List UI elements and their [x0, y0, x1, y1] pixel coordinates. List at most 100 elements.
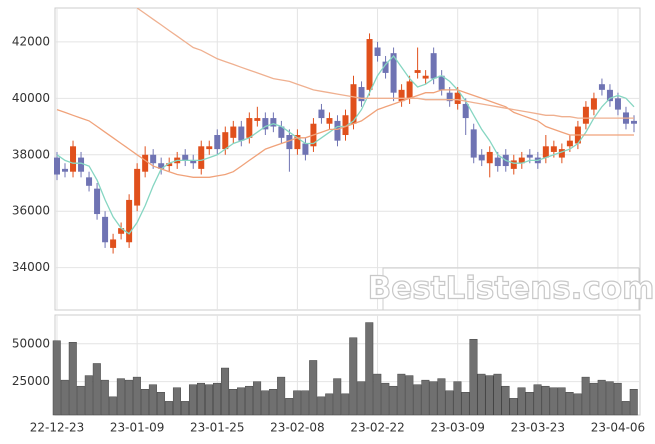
- candle-body: [390, 53, 397, 93]
- candle-body: [78, 157, 85, 172]
- candle-body: [382, 61, 389, 73]
- candle-body: [302, 143, 309, 155]
- candle-body: [350, 84, 357, 124]
- candle-body: [62, 168, 69, 172]
- candle-body: [286, 135, 293, 150]
- moving-average-line: [136, 8, 634, 119]
- volume-bar: [68, 342, 77, 416]
- candle-body: [182, 154, 189, 161]
- volume-bar: [277, 376, 286, 416]
- x-tick-label: 23-01-09: [110, 421, 164, 435]
- volume-bar: [221, 367, 230, 416]
- volume-bar: [453, 381, 462, 416]
- volume-bar: [413, 384, 422, 416]
- volume-bar: [597, 379, 606, 416]
- y-tick-label: 50000: [12, 336, 50, 350]
- candle-body: [614, 98, 621, 110]
- candle-body: [422, 75, 429, 79]
- volume-bar: [613, 382, 622, 416]
- y-tick-label: 38000: [12, 147, 50, 161]
- y-tick-label: 40000: [12, 91, 50, 105]
- volume-bar: [589, 382, 598, 416]
- candle-body: [278, 126, 285, 138]
- volume-bar: [148, 384, 157, 416]
- candle-body: [606, 89, 613, 102]
- volume-bar: [108, 396, 117, 416]
- candle-body: [54, 157, 60, 175]
- volume-bar: [285, 398, 294, 416]
- candle-body: [198, 146, 205, 169]
- x-tick-label: 23-04-06: [591, 421, 645, 435]
- y-tick-label: 42000: [12, 34, 50, 48]
- candle-body: [438, 75, 445, 90]
- volume-bar: [100, 379, 109, 416]
- volume-bar: [405, 375, 414, 416]
- candle-body: [430, 53, 437, 79]
- candle-body: [446, 92, 453, 102]
- volume-bar: [389, 385, 398, 416]
- candle-body: [102, 216, 109, 243]
- candle-body: [166, 163, 173, 167]
- volume-bar: [205, 384, 214, 416]
- candle-body: [86, 177, 93, 186]
- candle-body: [190, 160, 197, 164]
- candle-body: [366, 39, 373, 90]
- volume-bar: [357, 381, 366, 416]
- candle-body: [270, 118, 277, 127]
- moving-average-line: [56, 89, 634, 178]
- candle-body: [118, 228, 125, 234]
- candle-body: [158, 163, 165, 169]
- candle-body: [126, 199, 133, 243]
- volume-bar: [164, 401, 173, 416]
- x-tick-label: 23-02-22: [350, 421, 404, 435]
- candle-body: [94, 188, 101, 215]
- volume-bar: [477, 373, 486, 416]
- volume-bar: [253, 381, 262, 416]
- volume-bar: [124, 379, 133, 416]
- candle-body: [262, 118, 269, 130]
- volume-bar: [381, 382, 390, 416]
- watermark-box: [382, 267, 640, 311]
- volume-bar: [229, 388, 238, 416]
- candle-body: [70, 146, 77, 172]
- volume-bar: [92, 363, 101, 416]
- volume-bar: [621, 401, 630, 416]
- x-tick-label: 23-02-08: [270, 421, 324, 435]
- volume-bar: [140, 388, 149, 416]
- candle-body: [406, 81, 413, 99]
- candle-body: [486, 151, 493, 164]
- volume-bar: [469, 338, 478, 416]
- volume-bar: [437, 378, 446, 416]
- candle-body: [398, 89, 405, 102]
- candle-body: [598, 84, 605, 90]
- candle-body: [318, 109, 325, 119]
- volume-bar: [501, 385, 510, 416]
- candle-body: [558, 149, 565, 158]
- candle-body: [358, 87, 365, 102]
- volume-bar: [116, 378, 125, 416]
- moving-average-line: [56, 54, 635, 235]
- volume-bar: [213, 382, 222, 416]
- volume-bar: [132, 376, 141, 416]
- candle-body: [246, 118, 253, 138]
- candle-body: [582, 106, 589, 124]
- candle-body: [470, 129, 477, 158]
- y-tick-label: 34000: [12, 260, 50, 274]
- volume-bar: [76, 385, 85, 416]
- volume-bar: [84, 375, 93, 416]
- volume-bar: [493, 373, 502, 416]
- candle-body: [566, 140, 573, 147]
- candle-body: [254, 118, 261, 121]
- candle-body: [326, 118, 333, 124]
- candle-body: [206, 146, 213, 150]
- volume-bar: [525, 392, 534, 416]
- volume-bar: [581, 376, 590, 416]
- watermark: BestListens.com: [368, 271, 655, 307]
- volume-bar: [180, 401, 189, 416]
- volume-bar: [196, 382, 205, 416]
- candle-body: [374, 47, 381, 56]
- volume-bar: [509, 398, 518, 416]
- x-tick-label: 23-03-23: [511, 421, 565, 435]
- candle-body: [142, 154, 149, 172]
- volume-bar: [325, 393, 334, 416]
